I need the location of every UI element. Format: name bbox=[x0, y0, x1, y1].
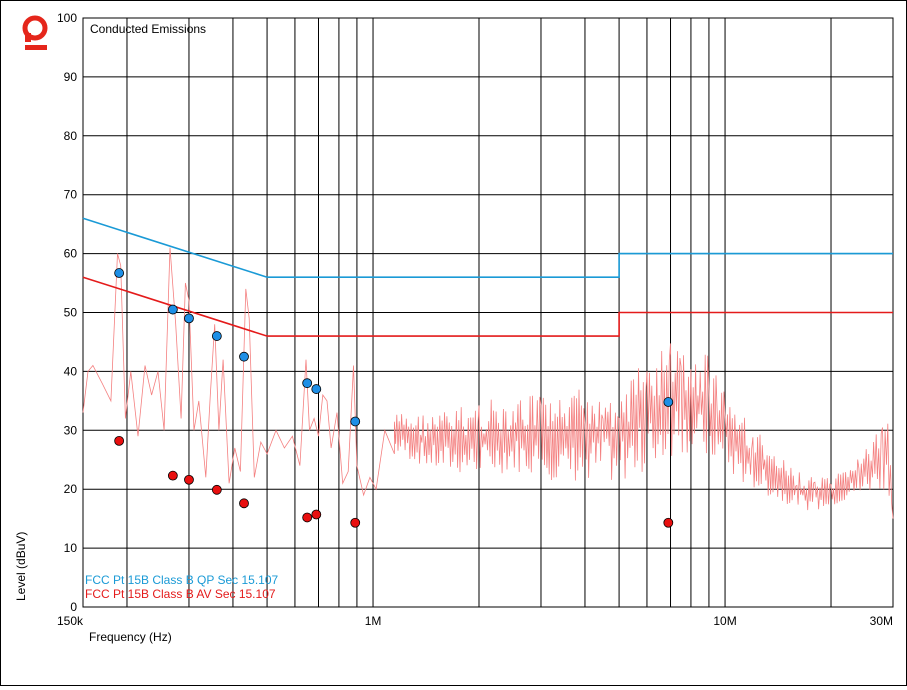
legend-entry: FCC Pt 15B Class B AV Sec 15.107 bbox=[85, 587, 276, 601]
y-tick-label: 40 bbox=[64, 364, 78, 378]
av-marker bbox=[167, 470, 178, 481]
x-tick-label: 10M bbox=[713, 614, 736, 628]
scan-trace-line bbox=[82, 247, 894, 519]
x-axis-label: Frequency (Hz) bbox=[89, 630, 172, 644]
x-tick-label: 1M bbox=[365, 614, 382, 628]
av-marker bbox=[350, 517, 361, 528]
y-tick-label: 10 bbox=[64, 541, 78, 555]
av-marker bbox=[114, 436, 125, 446]
x-tick-label: 30M bbox=[870, 614, 893, 628]
y-tick-label: 70 bbox=[64, 188, 78, 202]
y-tick-label: 100 bbox=[57, 11, 77, 25]
measurement-markers bbox=[114, 268, 674, 528]
qp-marker bbox=[184, 313, 194, 324]
scan-trace bbox=[82, 247, 894, 519]
qp-marker bbox=[302, 378, 313, 389]
chart-title: Conducted Emissions bbox=[90, 22, 206, 36]
av-marker bbox=[211, 484, 222, 495]
y-tick-label: 30 bbox=[64, 423, 78, 437]
av-marker bbox=[184, 474, 194, 485]
qp-marker bbox=[114, 268, 125, 278]
qp-marker bbox=[350, 416, 361, 427]
x-tick-labels: 150k 1M 10M 30M bbox=[57, 614, 893, 628]
qp-marker bbox=[239, 351, 249, 362]
y-tick-label: 60 bbox=[64, 247, 78, 261]
y-tick-label: 80 bbox=[64, 129, 78, 143]
y-axis-label: Level (dBuV) bbox=[14, 532, 28, 601]
y-tick-label: 0 bbox=[70, 600, 77, 614]
av-marker bbox=[311, 509, 322, 520]
brand-logo-icon bbox=[22, 15, 48, 50]
qp-marker bbox=[211, 331, 222, 341]
qp-marker bbox=[311, 384, 322, 394]
x-tick-label: 150k bbox=[57, 614, 84, 628]
limit-lines bbox=[82, 217, 893, 337]
y-tick-label: 20 bbox=[64, 482, 78, 496]
y-tick-labels: 0 10 20 30 40 50 60 70 80 90 100 bbox=[57, 11, 77, 614]
qp-marker bbox=[167, 304, 178, 315]
y-tick-label: 90 bbox=[64, 70, 78, 84]
av-marker bbox=[663, 517, 674, 528]
y-tick-label: 50 bbox=[64, 306, 78, 320]
av-marker bbox=[239, 498, 249, 509]
av-limit-line bbox=[82, 276, 893, 337]
av-marker bbox=[302, 512, 313, 523]
legend-entry: FCC Pt 15B Class B QP Sec 15.107 bbox=[85, 573, 279, 587]
qp-marker bbox=[663, 397, 674, 407]
qp-limit-line bbox=[82, 217, 893, 279]
